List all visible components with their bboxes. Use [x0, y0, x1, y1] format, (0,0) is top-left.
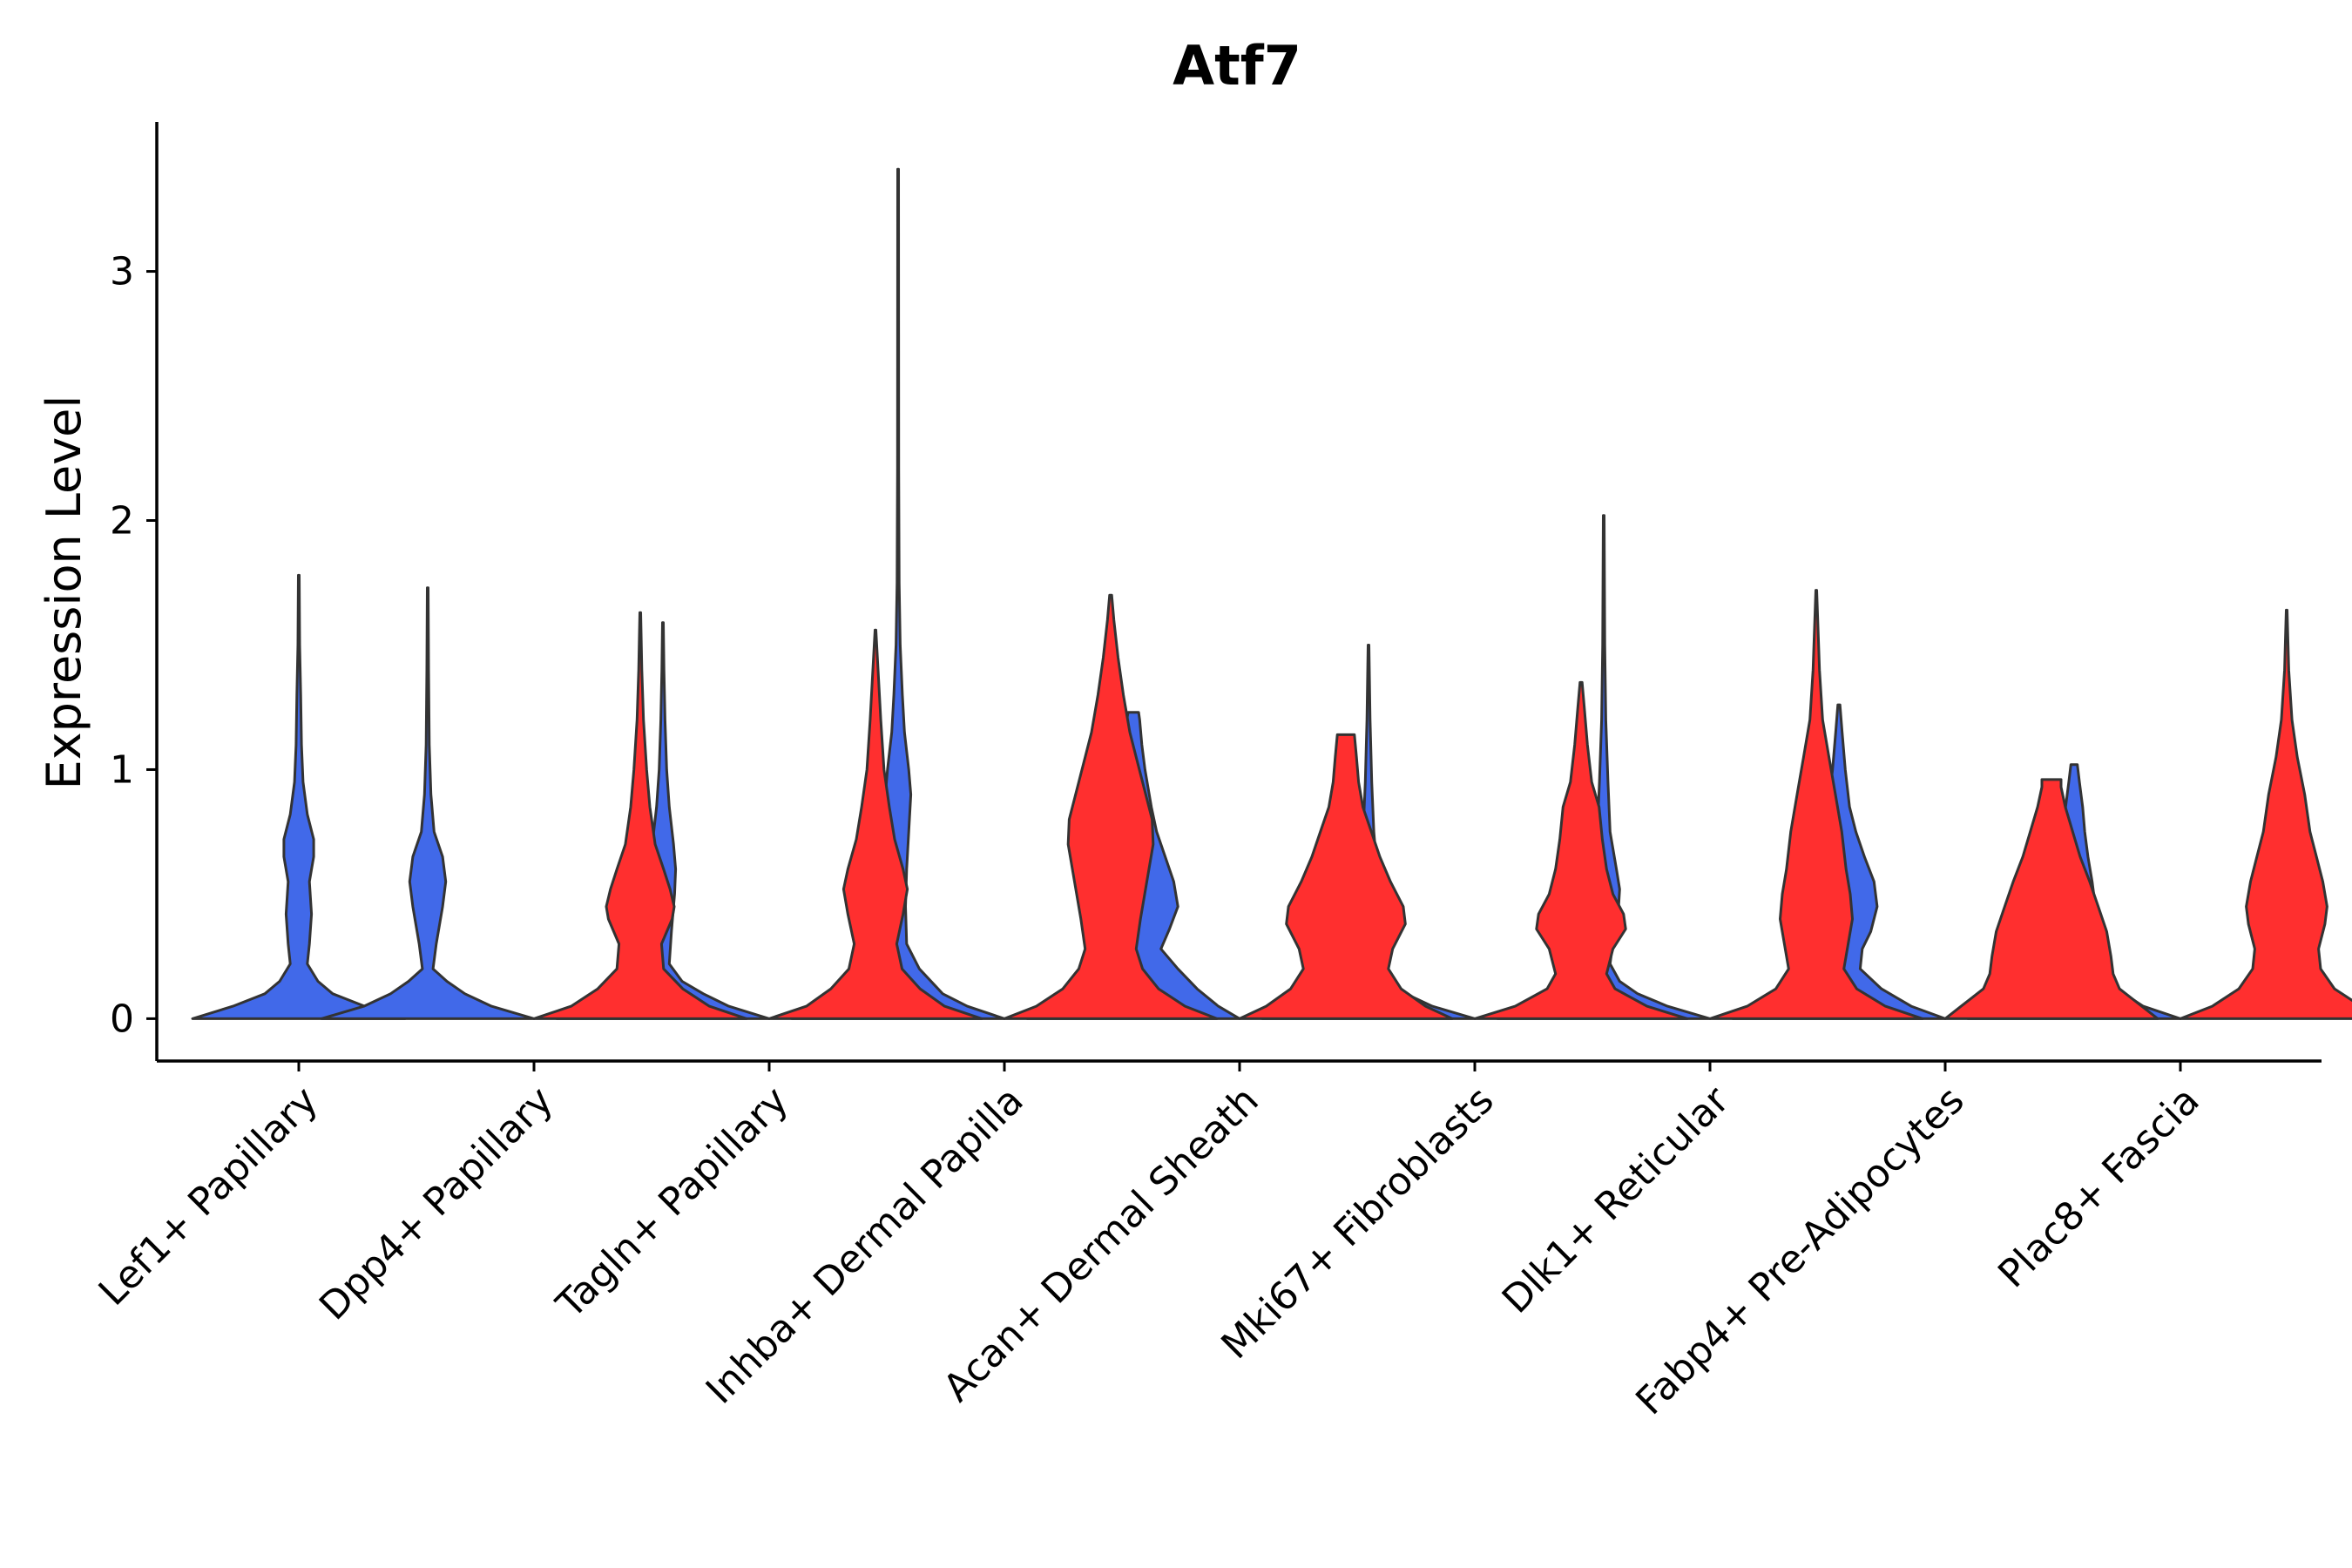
- violin-group-1-lef1-papillary: [191, 573, 407, 1020]
- x-tick-label-dlk1-reticular: Dlk1+ Reticular: [1494, 1078, 1739, 1322]
- y-tick-label: 0: [110, 997, 134, 1041]
- violin-group-2-tagln-papillary: [767, 628, 983, 1020]
- axes: [155, 122, 2322, 1063]
- y-axis-label: Expression Level: [37, 395, 91, 790]
- y-tick-label: 3: [110, 250, 134, 294]
- x-tick-label-plac8-fascia: Plac8+ Fascia: [1990, 1078, 2208, 1297]
- violin-group-2-fabp4-pre-adipocytes: [1943, 778, 2159, 1020]
- y-tick-label: 2: [110, 499, 134, 544]
- violin-group-2-plac8-fascia: [2179, 608, 2352, 1020]
- violin-group-2-dlk1-reticular: [1708, 589, 1924, 1020]
- violin-group-2-mki67-fibroblasts: [1473, 680, 1689, 1020]
- violin-group-2-acan-dermal-sheath: [1238, 733, 1454, 1020]
- chart-title: Atf7: [1173, 34, 1301, 98]
- violin-group-2-dpp4-papillary: [532, 611, 748, 1020]
- violin-layer: [191, 167, 2352, 1020]
- x-tick-label-lef1-papillary: Lef1+ Papillary: [91, 1078, 327, 1315]
- x-tick-label-tagln-papillary: Tagln+ Papillary: [548, 1078, 797, 1328]
- x-tick-label-mki67-fibroblasts: Mki67+ Fibroblasts: [1213, 1078, 1502, 1368]
- violin-group-1-dpp4-papillary: [320, 586, 536, 1020]
- x-tick-label-dpp4-papillary: Dpp4+ Papillary: [311, 1078, 562, 1329]
- y-tick-label: 1: [110, 747, 134, 792]
- y-ticks: 0 1 2 3: [110, 250, 157, 1041]
- violin-group-2-inhba-dermal-papilla: [1003, 593, 1219, 1020]
